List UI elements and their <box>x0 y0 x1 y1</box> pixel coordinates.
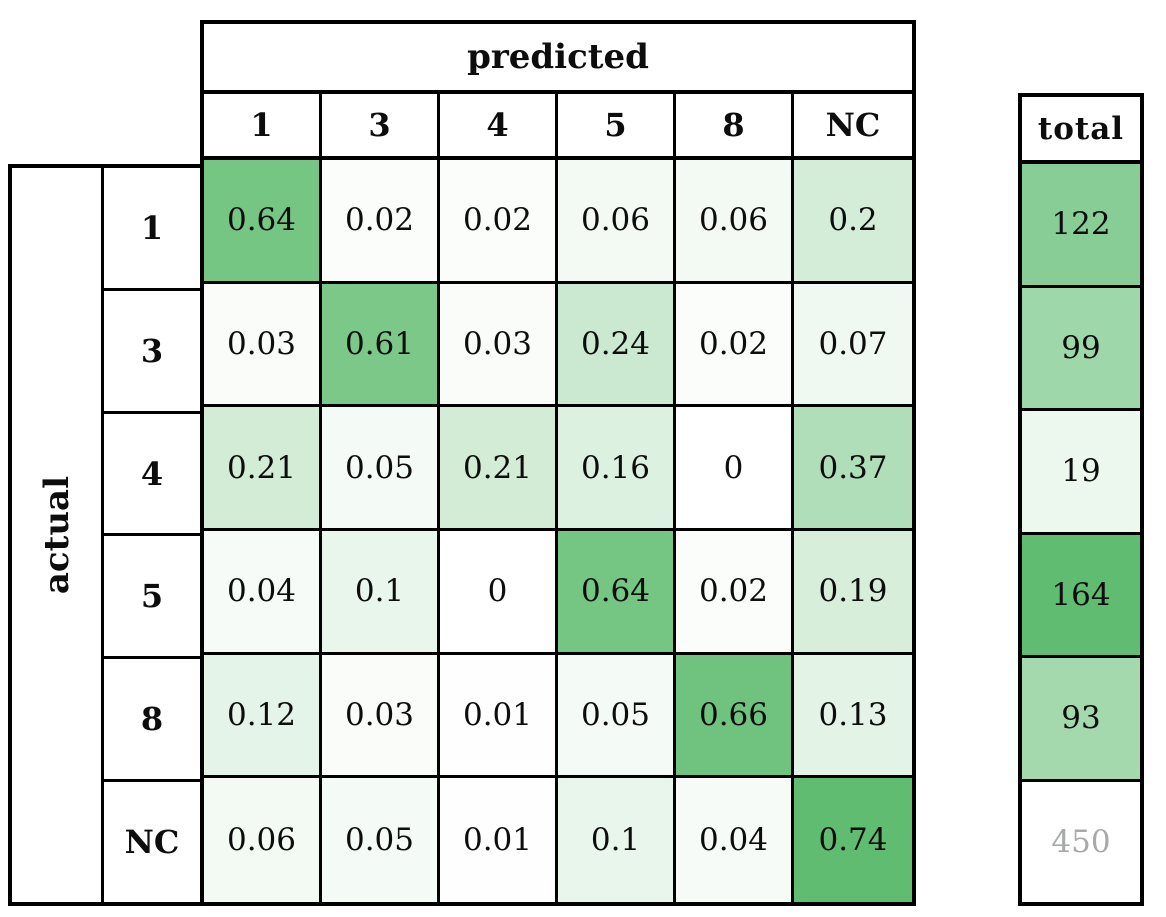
total-cell-5: 164 <box>1022 534 1140 658</box>
matrix-cell-8-NC: 0.13 <box>794 654 912 779</box>
col-header-NC: NC <box>825 106 881 144</box>
matrix-cell-4-4: 0.21 <box>440 407 558 531</box>
row-label-1: 1 <box>104 168 200 291</box>
matrix-cell-4-1: 0.21 <box>204 407 322 531</box>
matrix-cell-3-8: 0.02 <box>676 283 794 408</box>
row-labels: 1 3 4 5 8 NC <box>104 168 200 902</box>
total-cells: 122 99 19 164 93 450 <box>1022 164 1140 902</box>
matrix-cell-1-1: 0.64 <box>204 160 322 284</box>
matrix-cell-NC-4: 0.01 <box>440 778 558 902</box>
actual-axis-label-cell: actual <box>12 168 104 902</box>
matrix-cell-5-NC: 0.19 <box>794 530 912 655</box>
matrix-cell-NC-8: 0.04 <box>676 778 794 902</box>
matrix-cell-4-5: 0.16 <box>558 407 676 531</box>
matrix-cell-3-5: 0.24 <box>558 283 676 408</box>
row-label-8: 8 <box>104 659 200 783</box>
predicted-axis-label: predicted <box>204 24 912 94</box>
matrix-cell-1-5: 0.06 <box>558 160 676 284</box>
matrix-cell-5-3: 0.1 <box>322 530 440 655</box>
total-cell-8: 93 <box>1022 658 1140 782</box>
col-header-4: 4 <box>440 94 558 156</box>
matrix-cell-1-8: 0.06 <box>676 160 794 284</box>
matrix-cell-5-8: 0.02 <box>676 530 794 655</box>
matrix-cell-NC-1: 0.06 <box>204 778 322 902</box>
matrix-cell-3-3: 0.61 <box>322 283 440 408</box>
matrix-cell-NC-5: 0.1 <box>558 778 676 902</box>
matrix-cell-5-1: 0.04 <box>204 530 322 655</box>
row-label-4: 4 <box>104 414 200 537</box>
grand-total-cell: 450 <box>1022 781 1140 902</box>
row-label-3: 3 <box>104 291 200 414</box>
row-label-5: 5 <box>104 536 200 660</box>
matrix-cell-4-3: 0.05 <box>322 407 440 531</box>
col-header-8: 8 <box>676 94 794 156</box>
matrix-cell-8-3: 0.03 <box>322 654 440 779</box>
matrix-block: predicted 1 3 4 5 8 NC 0.64 0.02 0.02 0.06 0.06 0.… <box>200 20 916 906</box>
column-headers: 1 3 4 5 8 NC <box>204 94 912 160</box>
matrix-cell-NC-NC: 0.74 <box>794 778 912 902</box>
matrix-cell-4-8: 0 <box>676 407 794 531</box>
col-header-1: 1 <box>204 94 322 156</box>
totals-column: total 122 99 19 164 93 450 <box>1018 93 1144 906</box>
matrix-cell-8-8: 0.66 <box>676 654 794 779</box>
col-header-5: 5 <box>558 94 676 156</box>
matrix-cell-1-3: 0.02 <box>322 160 440 284</box>
matrix-cell-8-4: 0.01 <box>440 654 558 779</box>
total-cell-4: 19 <box>1022 411 1140 535</box>
actual-axis-block: actual 1 3 4 5 8 NC <box>8 164 200 906</box>
total-cell-1: 122 <box>1022 164 1140 288</box>
total-cell-3: 99 <box>1022 287 1140 411</box>
matrix-cell-8-5: 0.05 <box>558 654 676 779</box>
col-header-3: 3 <box>322 94 440 156</box>
matrix-cell-NC-3: 0.05 <box>322 778 440 902</box>
matrix-cell-4-NC: 0.37 <box>794 407 912 531</box>
matrix-cell-1-4: 0.02 <box>440 160 558 284</box>
row-label-NC: NC <box>124 823 180 862</box>
actual-axis-label: actual <box>36 475 77 595</box>
matrix-cell-8-1: 0.12 <box>204 654 322 779</box>
matrix-cell-1-NC: 0.2 <box>794 160 912 284</box>
matrix-cell-5-4: 0 <box>440 530 558 655</box>
matrix-cell-3-4: 0.03 <box>440 283 558 408</box>
matrix-cell-3-NC: 0.07 <box>794 283 912 408</box>
matrix-cell-5-5: 0.64 <box>558 530 676 655</box>
total-header: total <box>1022 97 1140 164</box>
matrix-cell-3-1: 0.03 <box>204 283 322 408</box>
matrix-grid: 0.64 0.02 0.02 0.06 0.06 0.2 0.03 0.61 0.03 0.24 0… <box>204 160 912 902</box>
